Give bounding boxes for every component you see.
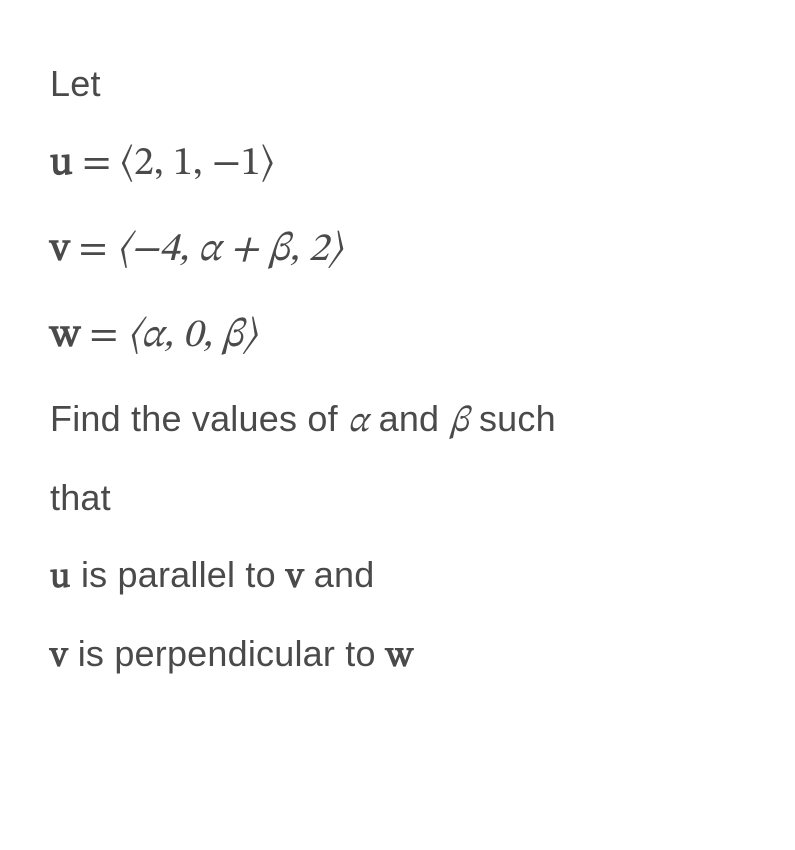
condition-2: v is perpendicular to w (50, 630, 745, 682)
cond1-tail: and (314, 554, 375, 595)
cond2-mid: is perpendicular to (78, 633, 386, 674)
equation-v: v = ⟨−4, α + β, 2⟩ (50, 223, 745, 277)
vector-w-value: ⟨α, 0, β⟩ (128, 316, 257, 356)
vector-u-value: ⟨2, 1, −1⟩ (120, 144, 274, 184)
prompt-line-2: that (50, 474, 745, 523)
equals-sign: = (82, 144, 120, 184)
cond1-mid: is parallel to (81, 554, 286, 595)
prompt-mid: and (379, 398, 450, 439)
equation-u: u = ⟨2, 1, −1⟩ (50, 137, 745, 191)
vector-v-symbol: v (50, 230, 69, 270)
prompt-line-1: Find the values of α and β such (50, 395, 745, 447)
vector-u-symbol: u (50, 144, 73, 184)
cond2-vec2: w (386, 639, 413, 675)
prompt-post: such (479, 398, 556, 439)
cond2-vec1: v (50, 639, 68, 675)
alpha-symbol: α (348, 404, 368, 440)
equals-sign: = (79, 230, 117, 270)
problem-text: Let u = ⟨2, 1, −1⟩ v = ⟨−4, α + β, 2⟩ w … (0, 0, 795, 750)
cond1-vec1: u (50, 560, 71, 596)
condition-1: u is parallel to v and (50, 551, 745, 603)
vector-v-value: ⟨−4, α + β, 2⟩ (117, 230, 342, 270)
prompt-pre: Find the values of (50, 398, 348, 439)
cond1-vec2: v (286, 560, 304, 596)
beta-symbol: β (449, 404, 468, 440)
equation-w: w = ⟨α, 0, β⟩ (50, 309, 745, 363)
intro-line: Let (50, 60, 745, 109)
equals-sign: = (89, 316, 127, 356)
vector-w-symbol: w (50, 316, 80, 356)
